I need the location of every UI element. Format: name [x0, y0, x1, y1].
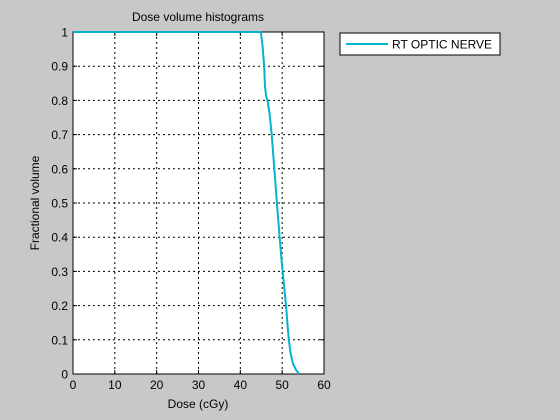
legend: RT OPTIC NERVE — [339, 32, 501, 56]
x-tick-label: 50 — [275, 378, 289, 392]
x-tick-label: 10 — [108, 378, 122, 392]
x-tick-label: 30 — [192, 378, 206, 392]
series-lines — [73, 31, 300, 375]
y-axis-label: Fractional volume — [28, 155, 42, 250]
y-tick-label: 0.2 — [51, 299, 68, 313]
tick-labels: 0 10 20 30 40 50 60 0 0.1 0.2 0.3 0.4 0.5 0.6 0.7 0.8 0.… — [51, 26, 331, 393]
chart-title: Dose volume histograms — [132, 10, 264, 24]
y-tick-label: 1 — [61, 26, 68, 40]
x-tick-label: 40 — [234, 378, 248, 392]
x-tick-label: 0 — [70, 378, 77, 392]
y-tick-label: 0.7 — [51, 128, 68, 142]
y-tick-label: 0.8 — [51, 94, 68, 108]
y-tick-label: 0 — [61, 368, 68, 382]
x-axis-label: Dose (cGy) — [168, 397, 229, 411]
y-tick-label: 0.1 — [51, 333, 68, 347]
y-tick-label: 0.3 — [51, 265, 68, 279]
y-tick-label: 0.5 — [51, 197, 68, 211]
legend-label-rt-optic-nerve: RT OPTIC NERVE — [392, 38, 492, 52]
x-tick-label: 60 — [317, 378, 331, 392]
y-tick-label: 0.4 — [51, 231, 68, 245]
y-tick-label: 0.9 — [51, 60, 68, 74]
legend-box — [339, 32, 501, 56]
y-tick-label: 0.6 — [51, 162, 68, 176]
grid — [73, 32, 324, 374]
x-tick-label: 20 — [150, 378, 164, 392]
series-line-rt-optic-nerve — [73, 31, 300, 375]
